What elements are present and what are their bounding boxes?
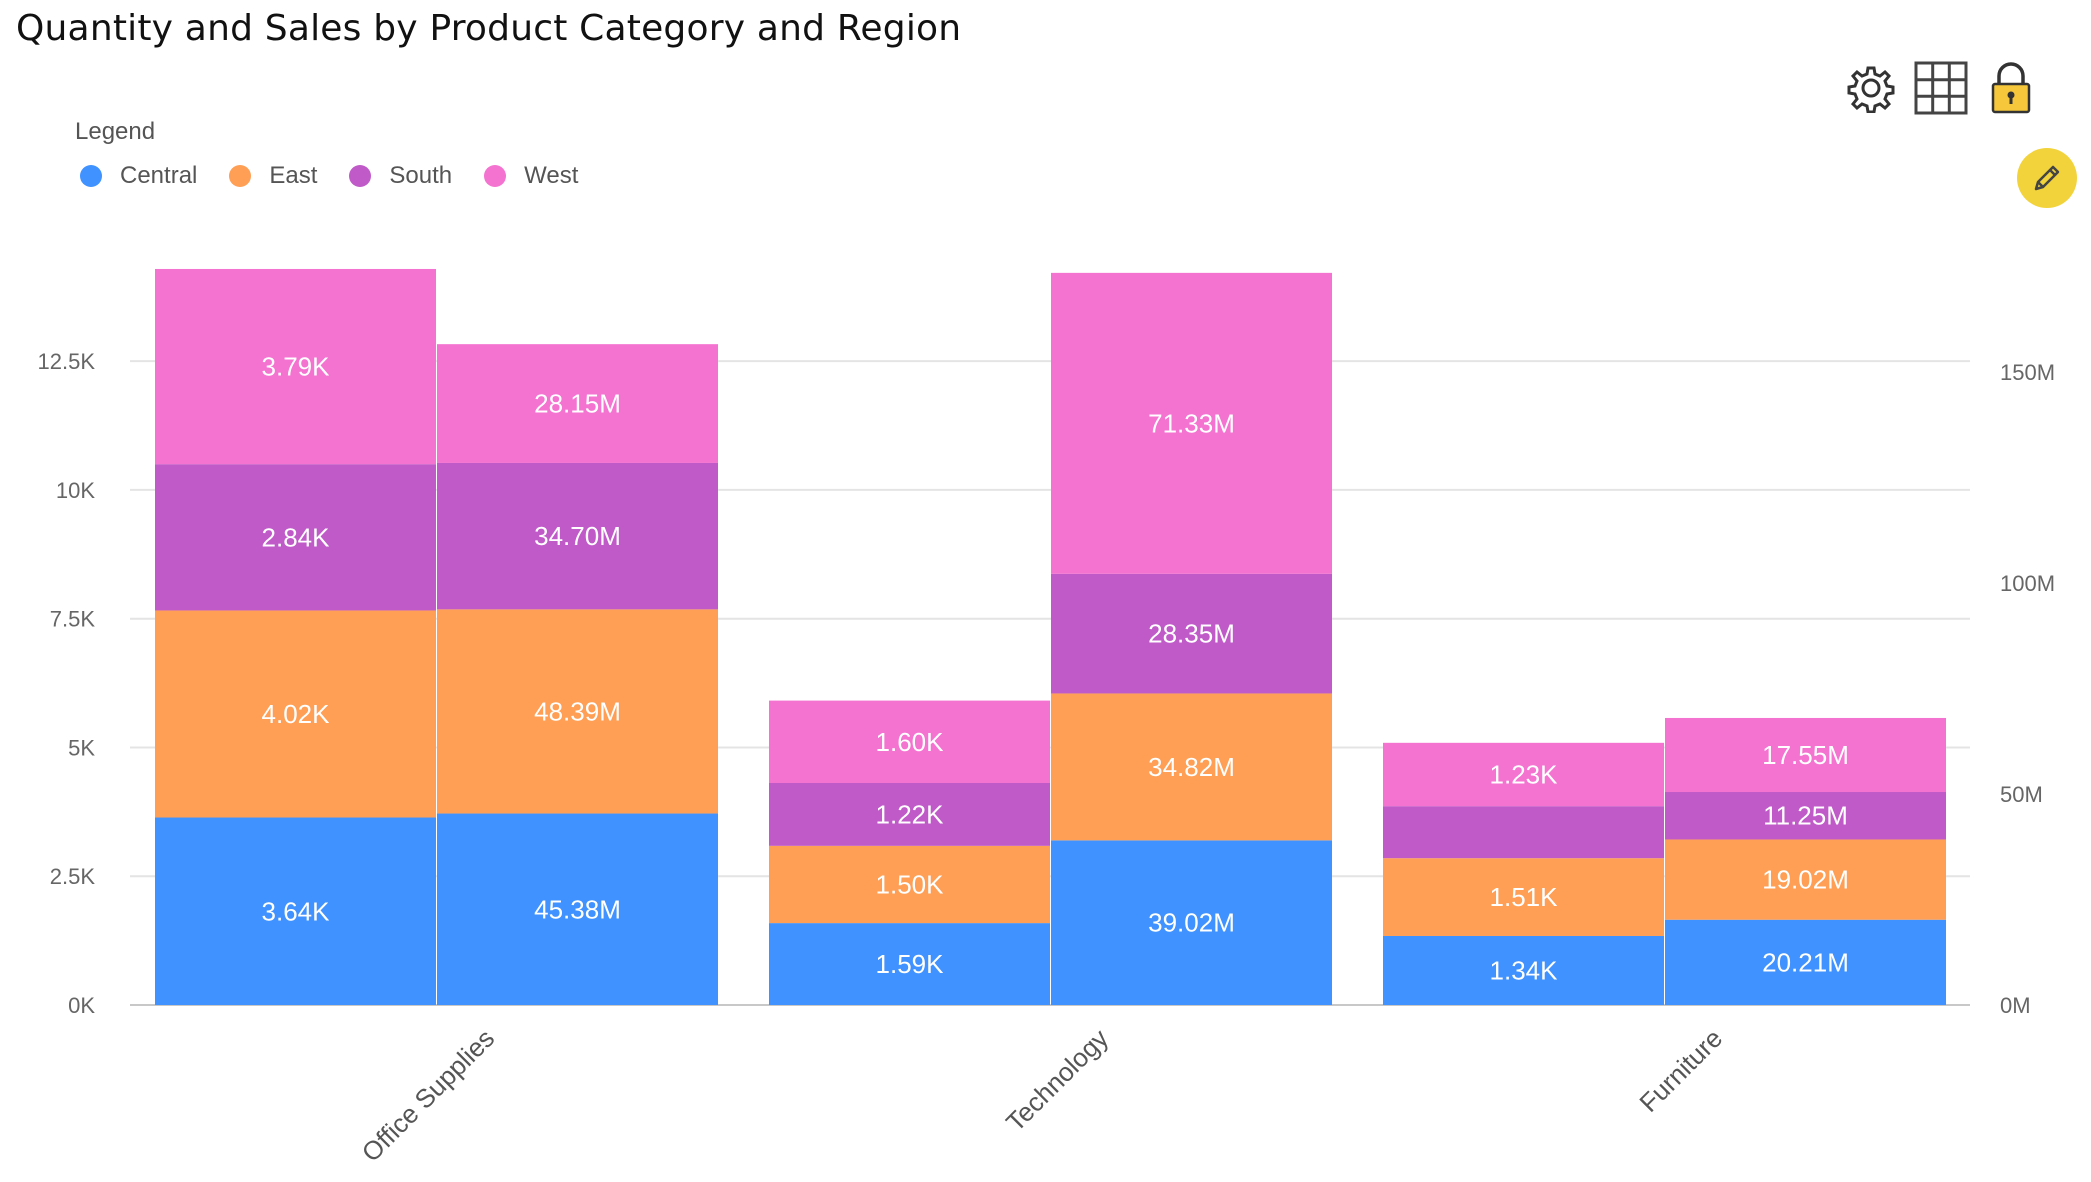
legend-label-east: East (269, 162, 318, 189)
data-label-quantity: 1.34K (1490, 955, 1559, 985)
legend-label-central: Central (120, 162, 198, 189)
data-label-sales: 28.35M (1148, 619, 1235, 649)
bar-segment-quantity (769, 923, 1050, 1005)
edit-button[interactable] (2017, 148, 2077, 208)
bar-segment-sales (1051, 693, 1332, 841)
legend-title: Legend (75, 118, 156, 145)
legend-dot-south (349, 165, 372, 187)
bar-segment-sales (437, 609, 718, 814)
data-label-quantity: 3.79K (262, 352, 331, 382)
bar-segment-quantity (769, 845, 1050, 924)
bar-segment-quantity (1383, 935, 1664, 1005)
data-label-sales: 19.02M (1762, 865, 1849, 895)
y-left-tick-label: 7.5K (50, 607, 96, 632)
bar-segment-sales (1665, 717, 1946, 793)
data-label-sales: 45.38M (534, 894, 621, 924)
bar-segment-sales (437, 344, 718, 463)
legend-item-south[interactable]: South (349, 162, 452, 190)
legend-item-west[interactable]: West (484, 162, 578, 190)
data-label-quantity: 2.84K (262, 522, 331, 552)
x-category-label: Technology (1000, 1023, 1114, 1137)
data-label-quantity: 3.64K (262, 896, 331, 926)
data-label-sales: 17.55M (1762, 740, 1849, 770)
chart-title: Quantity and Sales by Product Category a… (16, 8, 962, 49)
bar-segment-quantity (155, 817, 436, 1005)
bar-segment-sales (1051, 840, 1332, 1005)
bar-segment-sales (1665, 839, 1946, 920)
x-category-label: Office Supplies (356, 1023, 501, 1168)
pencil-icon (2034, 165, 2060, 191)
data-label-sales: 20.21M (1762, 947, 1849, 977)
data-label-sales: 48.39M (534, 696, 621, 726)
bar-segment-sales (1665, 919, 1946, 1005)
y-left-tick-label: 5K (68, 735, 95, 760)
data-label-sales: 11.25M (1763, 801, 1848, 831)
data-label-sales: 28.15M (534, 389, 621, 419)
data-label-quantity: 1.22K (876, 799, 945, 829)
y-axis-left: 0K 2.5K 5K 7.5K 10K 12.5K (38, 349, 96, 1018)
data-label-sales: 34.82M (1148, 752, 1235, 782)
legend-dot-east (229, 165, 252, 187)
legend: Central East South West (80, 162, 610, 190)
legend-dot-central (80, 165, 102, 187)
bar-segment-quantity (155, 268, 436, 465)
bar-segment-sales (1051, 272, 1332, 574)
bar-segment-quantity (155, 610, 436, 818)
bar-segment-sales (437, 813, 718, 1005)
lock-icon (1991, 62, 2031, 114)
bar-segment-quantity (769, 783, 1050, 846)
bar-segment-quantity (769, 700, 1050, 784)
gear-icon (1847, 66, 1895, 113)
data-label-quantity: 1.50K (876, 869, 945, 899)
data-label-sales: 34.70M (534, 521, 621, 551)
table-view-button[interactable] (1913, 60, 1969, 116)
y-left-tick-label: 0K (68, 993, 95, 1018)
data-label-quantity: 1.60K (876, 727, 945, 757)
data-label-sales: 71.33M (1148, 408, 1235, 438)
bar-segment-quantity (1383, 858, 1664, 936)
y-right-tick-label: 150M (2000, 360, 2055, 385)
x-category-label: Furniture (1633, 1023, 1728, 1118)
y-axis-right: 0M 50M 100M 150M (2000, 360, 2055, 1018)
data-label-sales: 39.02M (1148, 908, 1235, 938)
y-right-tick-label: 0M (2000, 993, 2031, 1018)
bar-segment-quantity (1383, 806, 1664, 859)
data-label-quantity: 1.59K (876, 949, 945, 979)
y-left-tick-label: 12.5K (38, 349, 96, 374)
settings-button[interactable] (1843, 60, 1899, 116)
bars: 3.64K 4.02K 2.84K 3.79K 45.38M 48.39M 34.70M 28… (155, 268, 1946, 1005)
y-left-tick-label: 10K (56, 478, 95, 503)
bar-segment-sales (1051, 573, 1332, 694)
x-axis: Office Supplies Technology Furniture (356, 1023, 1729, 1168)
grid-icon (1914, 61, 1968, 115)
legend-dot-west (484, 165, 507, 187)
data-label-quantity: 1.51K (1490, 882, 1559, 912)
legend-label-south: South (389, 162, 453, 189)
data-label-quantity: 1.23K (1490, 760, 1559, 790)
data-label-quantity: 4.02K (262, 699, 331, 729)
bar-segment-quantity (155, 464, 436, 611)
visual-toolbar (1829, 60, 2039, 116)
legend-item-central[interactable]: Central (80, 162, 197, 190)
legend-item-east[interactable]: East (229, 162, 317, 190)
y-right-tick-label: 100M (2000, 571, 2055, 596)
y-left-tick-label: 2.5K (50, 864, 96, 889)
legend-label-west: West (524, 162, 579, 189)
bar-segment-sales (1665, 792, 1946, 840)
bar-segment-quantity (1383, 742, 1664, 807)
lock-button[interactable] (1983, 60, 2039, 116)
bar-segment-sales (437, 462, 718, 610)
y-right-tick-label: 50M (2000, 782, 2043, 807)
